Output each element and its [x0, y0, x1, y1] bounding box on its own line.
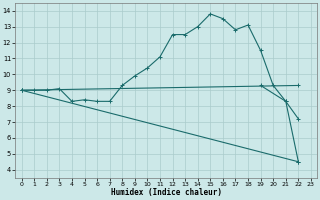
X-axis label: Humidex (Indice chaleur): Humidex (Indice chaleur) — [111, 188, 222, 197]
